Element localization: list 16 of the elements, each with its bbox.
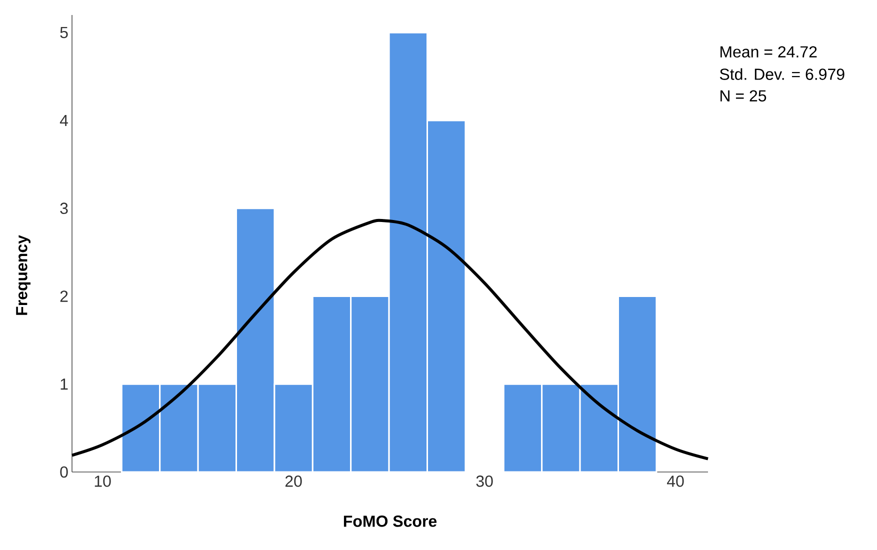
x-tick-label: 40 [667, 476, 684, 487]
y-tick-label: 4 [60, 114, 68, 126]
x-tick-label: 30 [476, 476, 493, 487]
y-tick-label: 3 [60, 202, 68, 214]
text: Mean = 24.72 [720, 46, 817, 58]
y-axis-title: Frequency [16, 235, 30, 315]
text: N = 25 [720, 90, 766, 102]
x-axis-title: FoMO Score [344, 516, 437, 527]
y-tick-label: 0 [60, 466, 68, 478]
y-tick-label: 1 [60, 378, 68, 390]
text: Std. Dev. = 6.979 [720, 68, 844, 80]
x-tick-label: 10 [94, 476, 111, 487]
x-tick-label: 20 [285, 476, 302, 487]
y-tick-label: 5 [60, 26, 68, 38]
y-tick-label: 2 [60, 290, 68, 302]
line-series [70, 218, 710, 460]
